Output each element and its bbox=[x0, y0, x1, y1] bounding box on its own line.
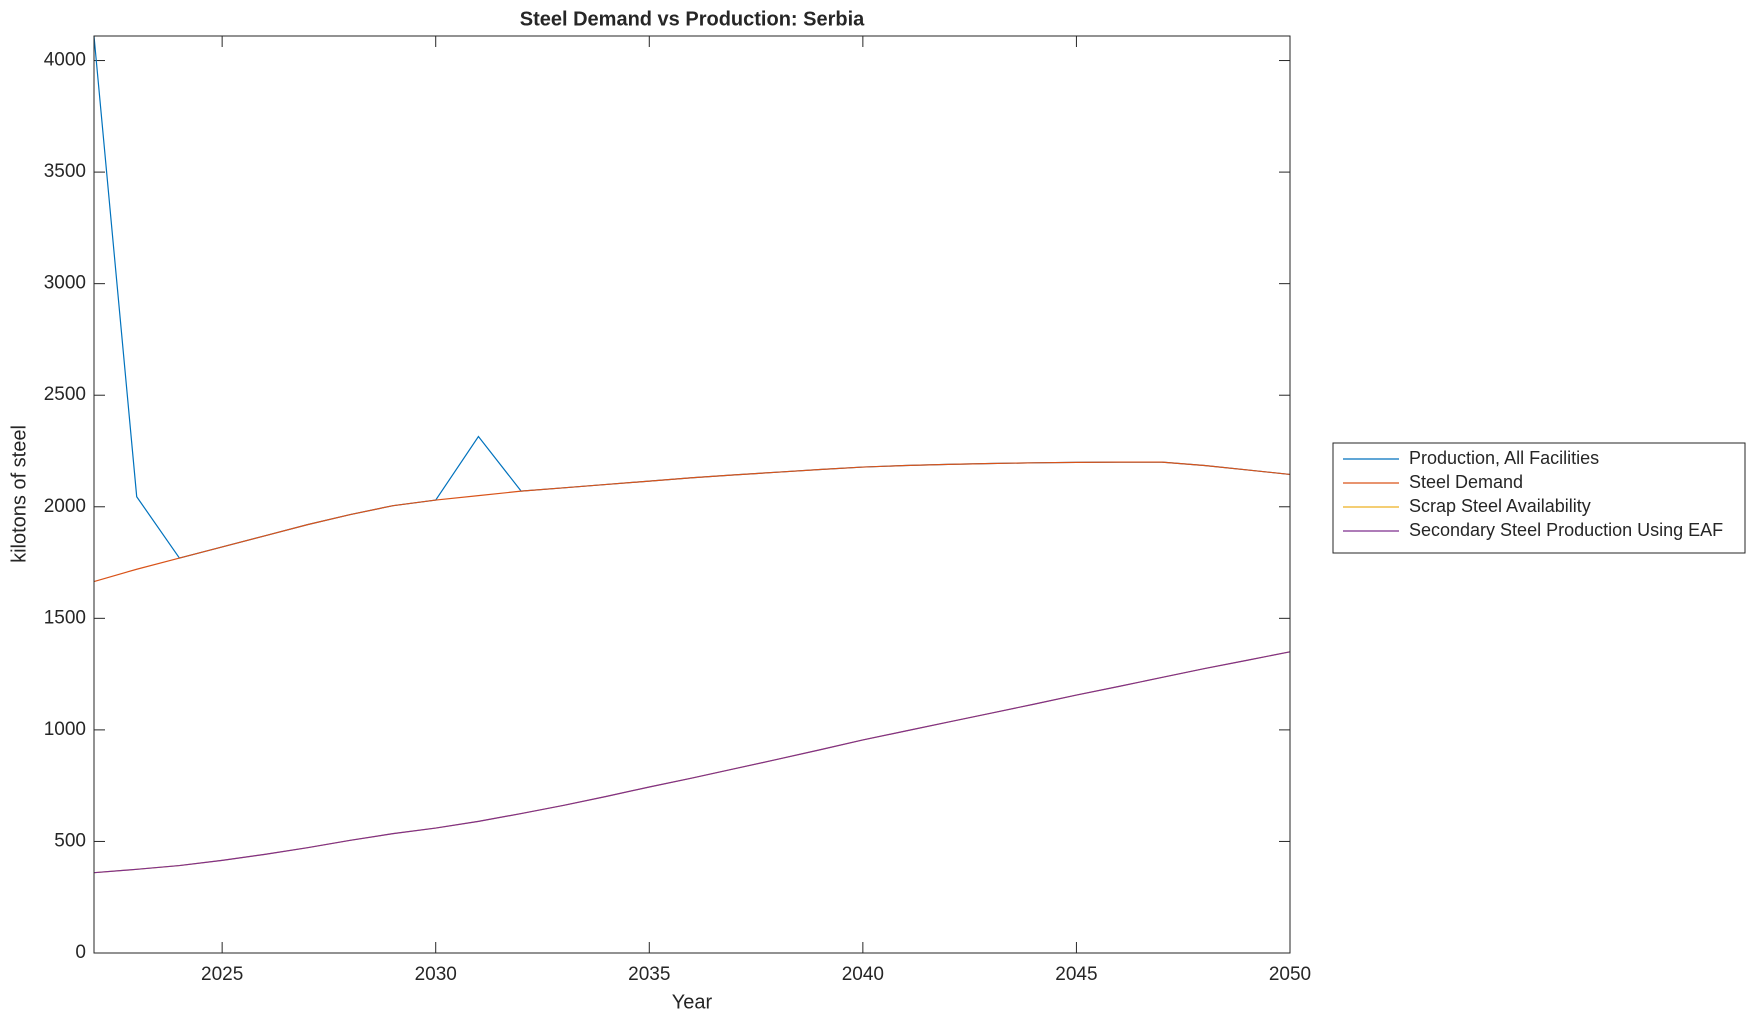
axes-box bbox=[93, 35, 1291, 954]
x-tick-label: 2050 bbox=[1269, 964, 1311, 985]
series-line bbox=[93, 461, 1291, 583]
y-tick-label: 500 bbox=[54, 830, 86, 851]
y-tick-label: 3000 bbox=[44, 273, 86, 294]
y-tick-label: 0 bbox=[75, 942, 86, 963]
legend-box bbox=[1332, 442, 1746, 554]
x-tick-label: 2035 bbox=[628, 964, 670, 985]
series-line bbox=[93, 651, 1291, 874]
x-tick-label: 2030 bbox=[415, 964, 457, 985]
legend-label: Scrap Steel Availability bbox=[1409, 496, 1591, 516]
y-tick-label: 2000 bbox=[44, 496, 86, 517]
x-tick-label: 2045 bbox=[1055, 964, 1097, 985]
plot-area bbox=[94, 36, 1290, 953]
x-axis-label: Year bbox=[672, 991, 713, 1013]
x-tick-label: 2025 bbox=[201, 964, 243, 985]
y-axis-label: kilotons of steel bbox=[8, 425, 30, 563]
legend-label: Production, All Facilities bbox=[1409, 448, 1599, 468]
y-tick-label: 2500 bbox=[44, 384, 86, 405]
legend-label: Steel Demand bbox=[1409, 472, 1523, 492]
x-tick-label: 2040 bbox=[842, 964, 884, 985]
legend-label: Secondary Steel Production Using EAF bbox=[1409, 520, 1723, 540]
y-tick-label: 4000 bbox=[44, 50, 86, 71]
y-tick-label: 1500 bbox=[44, 607, 86, 628]
y-tick-label: 1000 bbox=[44, 719, 86, 740]
y-tick-label: 3500 bbox=[44, 161, 86, 182]
chart-title: Steel Demand vs Production: Serbia bbox=[520, 8, 865, 30]
